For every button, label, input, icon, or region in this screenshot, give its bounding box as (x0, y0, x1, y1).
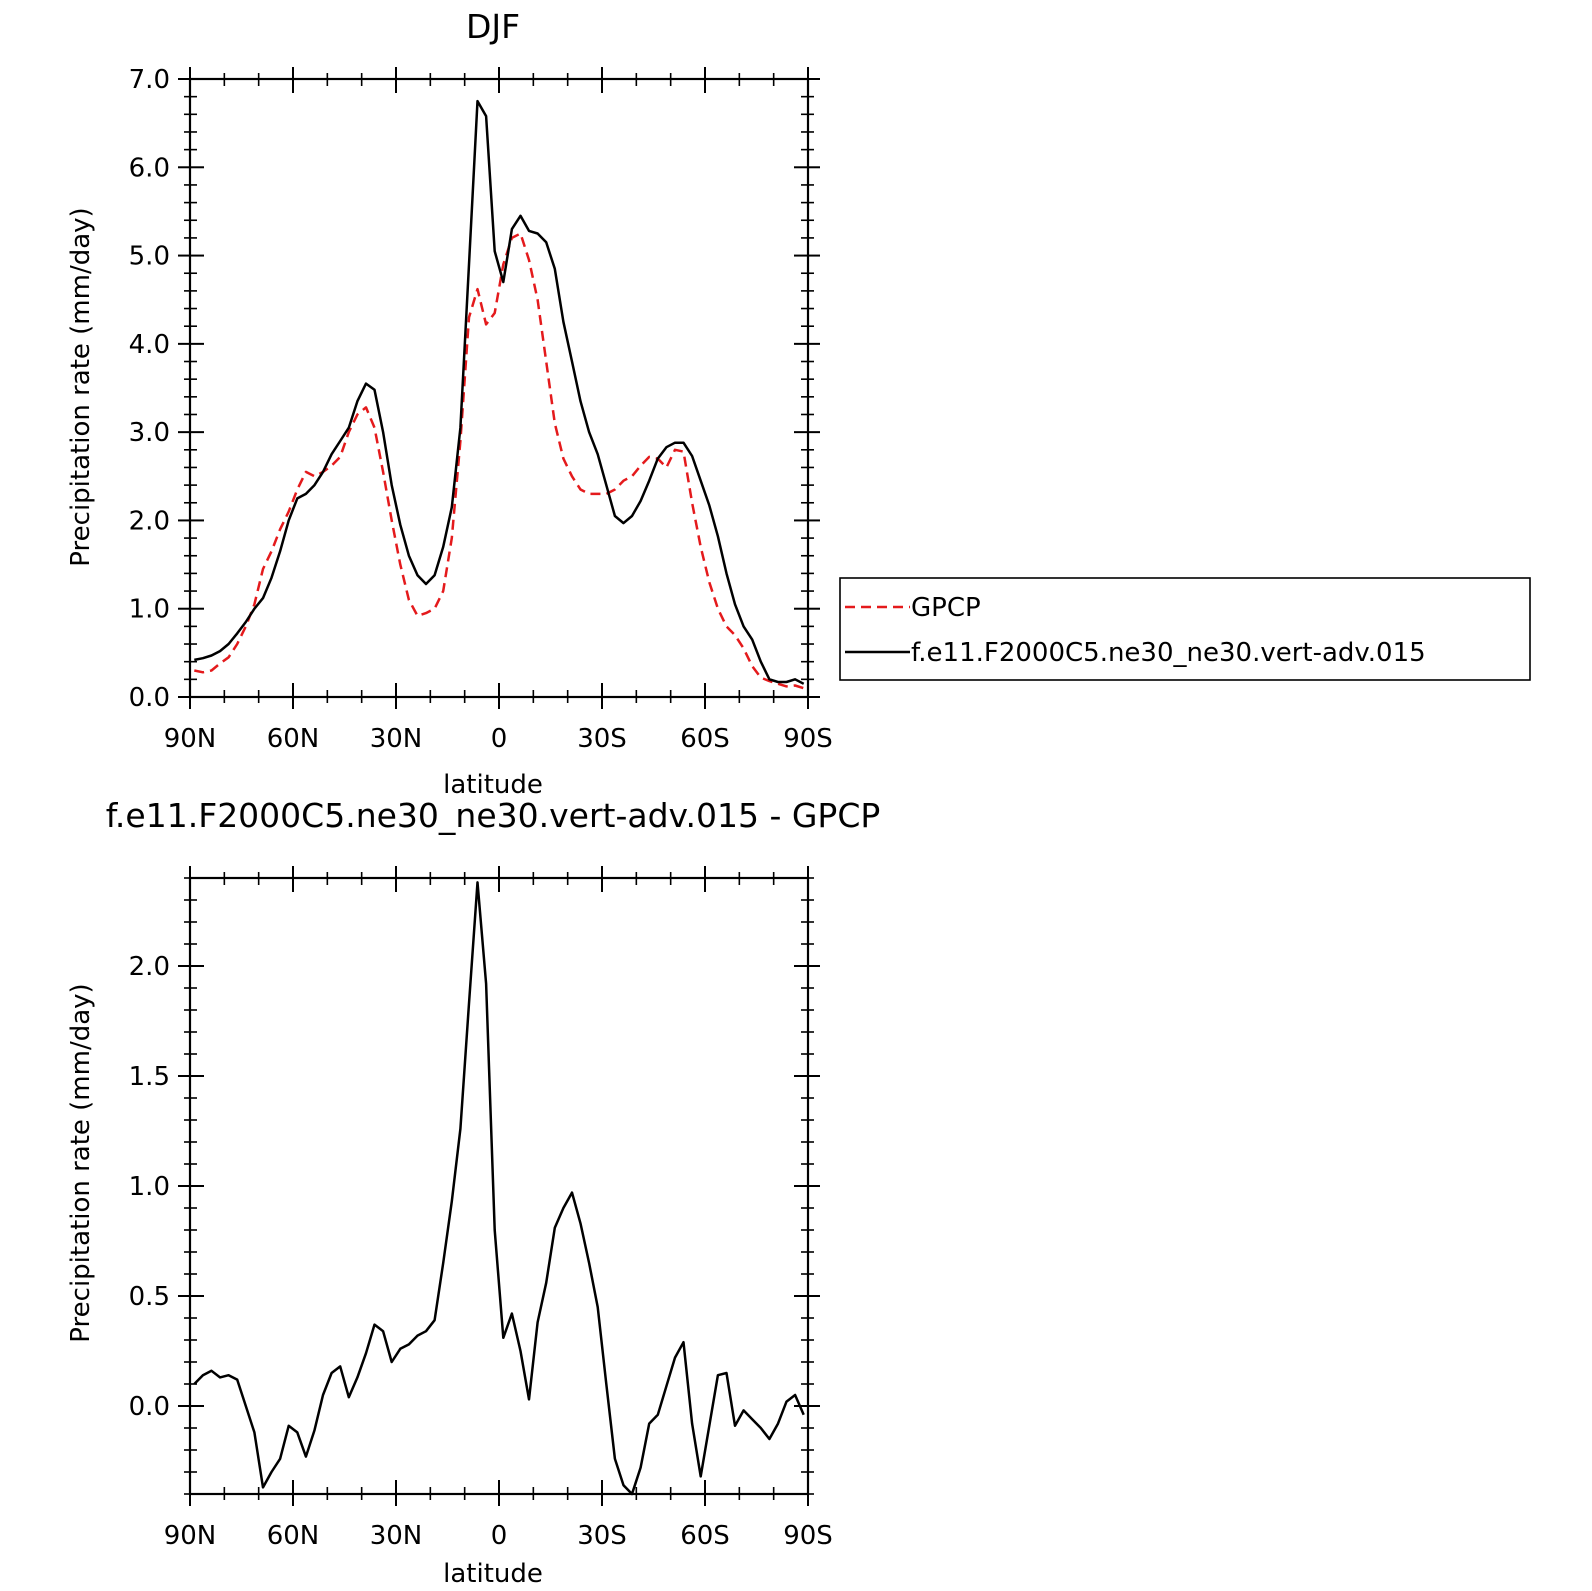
legend-gpcp-label: GPCP (911, 593, 981, 623)
x-tick-label: 30N (370, 724, 423, 754)
x-tick-label: 90N (164, 1521, 217, 1551)
y-tick-label: 3.0 (129, 418, 170, 448)
top-panel-title: DJF (466, 7, 520, 46)
bottom-panel: f.e11.F2000C5.ne30_ne30.vert-adv.015 - G… (66, 796, 880, 1589)
x-tick-label: 0 (491, 1521, 508, 1551)
x-tick-label: 60N (267, 724, 320, 754)
x-tick-label: 0 (491, 724, 508, 754)
y-tick-label: 1.5 (129, 1062, 170, 1092)
bottom-panel-title: f.e11.F2000C5.ne30_ne30.vert-adv.015 - G… (106, 796, 881, 835)
y-tick-label: 0.5 (129, 1282, 170, 1312)
legend-model-label: f.e11.F2000C5.ne30_ne30.vert-adv.015 (911, 638, 1426, 668)
plot-frame (188, 876, 810, 1496)
bottom-panel-xlabel: latitude (443, 1559, 543, 1589)
bottom-panel-ylabel: Precipitation rate (mm/day) (66, 983, 96, 1342)
legend: GPCP f.e11.F2000C5.ne30_ne30.vert-adv.01… (839, 577, 1531, 681)
x-tick-label: 90S (783, 724, 833, 754)
y-tick-label: 7.0 (129, 65, 170, 95)
x-tick-label: 30S (577, 1521, 627, 1551)
x-tick-label: 60N (267, 1521, 320, 1551)
top-panel: DJF latitude Precipitation rate (mm/day)… (66, 7, 833, 800)
x-tick-label: 90S (783, 1521, 833, 1551)
y-tick-label: 4.0 (129, 330, 170, 360)
y-tick-label: 5.0 (129, 242, 170, 272)
y-tick-label: 1.0 (129, 595, 170, 625)
x-tick-label: 30N (370, 1521, 423, 1551)
y-tick-label: 6.0 (129, 153, 170, 183)
x-tick-label: 90N (164, 724, 217, 754)
y-tick-label: 1.0 (129, 1172, 170, 1202)
top-panel-ylabel: Precipitation rate (mm/day) (66, 207, 96, 566)
x-tick-label: 60S (680, 724, 730, 754)
y-tick-label: 0.0 (129, 1392, 170, 1422)
top-panel-xlabel: latitude (443, 770, 543, 800)
x-tick-label: 30S (577, 724, 627, 754)
y-tick-label: 2.0 (129, 952, 170, 982)
y-tick-label: 0.0 (129, 683, 170, 713)
y-tick-label: 2.0 (129, 506, 170, 536)
legend-box (839, 577, 1531, 681)
x-tick-label: 60S (680, 1521, 730, 1551)
series-line-0-1 (194, 99, 805, 685)
series-line-0-0 (194, 232, 805, 690)
series-line-1-0 (193, 881, 805, 1496)
